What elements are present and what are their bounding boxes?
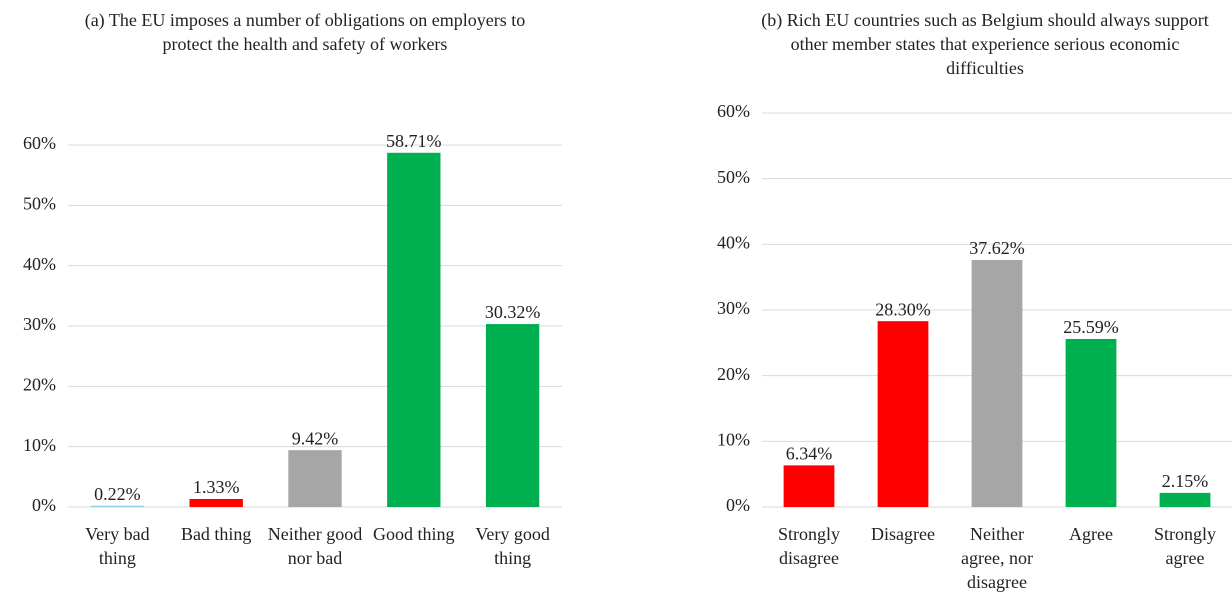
chart-title: (b) Rich EU countries such as Belgium sh… (761, 10, 1209, 78)
y-tick-label: 10% (23, 435, 56, 455)
y-tick-label: 40% (717, 232, 750, 252)
value-label: 0.22% (94, 484, 141, 504)
x-tick-label: Agree (1069, 524, 1113, 544)
y-tick-label: 50% (23, 193, 56, 213)
x-tick-label: Bad thing (180, 524, 252, 544)
y-tick-label: 20% (717, 364, 750, 384)
value-label: 1.33% (193, 477, 240, 497)
x-tick-label: Very good thing (475, 524, 550, 568)
value-label: 6.34% (786, 443, 833, 463)
x-tick-label: Strongly disagree (777, 524, 840, 568)
y-tick-label: 10% (717, 429, 750, 449)
value-label: 28.30% (875, 299, 931, 319)
bar (90, 505, 145, 507)
y-tick-label: 60% (717, 101, 750, 121)
value-label: 58.71% (386, 131, 442, 151)
y-tick-label: 0% (726, 495, 750, 515)
y-tick-label: 30% (23, 314, 56, 334)
bar (971, 259, 1023, 507)
value-label: 25.59% (1063, 317, 1119, 337)
y-tick-label: 30% (717, 298, 750, 318)
x-tick-label: Disagree (871, 524, 935, 544)
x-tick-label: Neither agree, nor disagree (961, 524, 1033, 592)
y-tick-label: 40% (23, 254, 56, 274)
y-tick-label: 60% (23, 133, 56, 153)
value-label: 2.15% (1162, 471, 1209, 491)
bar (1159, 492, 1211, 507)
bar (485, 324, 540, 507)
x-tick-label: Very bad thing (85, 524, 150, 568)
bar (387, 152, 441, 507)
value-label: 9.42% (292, 428, 339, 448)
chart-title: (a) The EU imposes a number of obligatio… (84, 10, 526, 54)
bar (189, 498, 243, 507)
bar (877, 321, 929, 507)
y-tick-label: 0% (32, 495, 56, 515)
y-tick-label: 20% (23, 374, 56, 394)
bar (288, 450, 342, 507)
value-label: 30.32% (485, 302, 541, 322)
x-tick-label: Neither good nor bad (267, 524, 363, 568)
value-label: 37.62% (969, 238, 1025, 258)
y-tick-label: 50% (717, 167, 750, 187)
x-tick-label: Strongly agree (1153, 524, 1216, 568)
bar (783, 465, 835, 507)
x-tick-label: Good thing (373, 524, 455, 544)
bar (1065, 338, 1117, 507)
